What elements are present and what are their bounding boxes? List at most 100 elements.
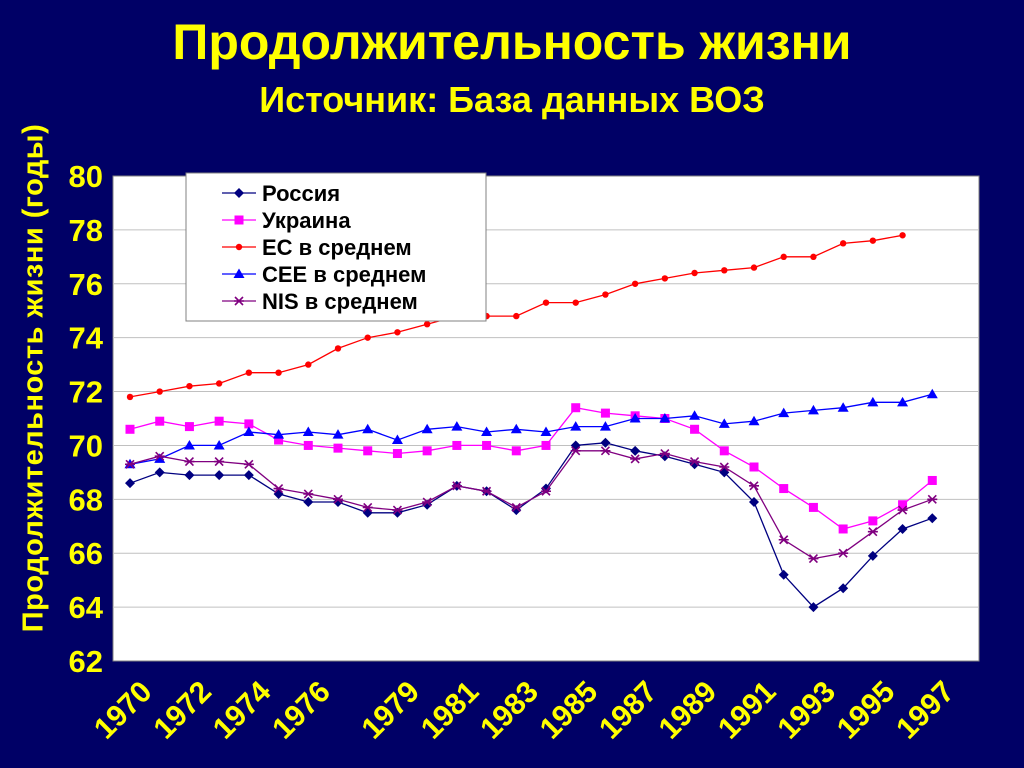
data-point	[243, 426, 255, 436]
data-point	[837, 402, 849, 412]
data-point	[214, 457, 225, 467]
data-point	[629, 413, 641, 423]
data-point	[510, 423, 522, 434]
y-tick-label: 80	[69, 159, 103, 194]
series-triangle	[124, 388, 938, 469]
data-point	[778, 535, 789, 545]
data-point	[689, 457, 700, 467]
data-point	[927, 513, 938, 524]
data-point	[243, 470, 254, 481]
data-point	[184, 470, 195, 481]
data-point	[899, 232, 906, 239]
data-point	[154, 467, 165, 478]
data-point	[927, 475, 937, 485]
series-line	[129, 406, 933, 530]
x-tick-label: 1989	[653, 675, 724, 746]
x-tick-label: 1987	[593, 675, 664, 746]
data-point	[541, 440, 551, 450]
data-point	[718, 418, 730, 428]
data-point	[452, 440, 462, 450]
x-tick-label: 1983	[474, 675, 545, 746]
series-square	[125, 403, 937, 534]
data-point	[273, 429, 285, 439]
data-point	[392, 505, 403, 515]
series-line	[129, 393, 933, 465]
data-point	[364, 334, 371, 341]
y-tick-label: 64	[69, 590, 104, 625]
data-point	[451, 481, 462, 491]
data-point	[630, 454, 641, 464]
y-axis-ticks: 62 64 66 68 70 72 74 76 78 80	[69, 159, 104, 679]
data-point	[898, 500, 908, 510]
y-tick-label: 66	[69, 536, 103, 571]
x-tick-label: 1972	[147, 675, 218, 746]
data-point	[422, 497, 433, 507]
data-point	[749, 462, 759, 472]
y-tick-label: 68	[69, 482, 103, 517]
data-point	[305, 361, 312, 368]
data-point	[750, 264, 758, 271]
data-point	[234, 188, 244, 198]
x-tick-label: 1970	[88, 675, 159, 746]
legend-item: Россия	[222, 181, 340, 206]
data-point	[213, 439, 225, 450]
data-point	[867, 550, 878, 561]
data-point	[838, 583, 849, 594]
x-tick-label: 1981	[415, 675, 486, 746]
data-point	[333, 443, 343, 453]
data-point	[808, 554, 819, 564]
data-point	[363, 446, 373, 456]
data-point	[926, 388, 938, 399]
data-point	[780, 253, 787, 261]
data-point	[155, 416, 165, 426]
data-point	[571, 403, 581, 413]
data-point	[234, 296, 244, 306]
legend-label: Украина	[262, 208, 351, 233]
series-line	[129, 450, 933, 560]
y-tick-label: 72	[69, 375, 103, 410]
data-point	[156, 388, 163, 395]
legend-label: ЕС в среднем	[262, 235, 412, 260]
legend-label: NIS в среднем	[262, 289, 418, 314]
data-point	[422, 446, 432, 456]
data-point	[749, 481, 759, 491]
data-point	[689, 410, 701, 420]
legend-item: CEE в среднем	[222, 262, 426, 287]
data-point	[778, 407, 790, 418]
x-tick-label: 1997	[890, 675, 961, 746]
data-point	[659, 448, 670, 459]
data-point	[125, 424, 135, 434]
data-point	[214, 470, 225, 481]
data-point	[481, 486, 492, 496]
data-point	[867, 527, 878, 537]
data-point	[233, 268, 245, 278]
data-point	[659, 413, 671, 423]
y-tick-label: 76	[69, 267, 103, 302]
data-point	[661, 275, 669, 282]
data-point	[275, 369, 282, 376]
legend-item: Украина	[222, 208, 351, 233]
data-point	[126, 393, 134, 401]
data-point	[600, 408, 610, 418]
data-point	[302, 426, 314, 436]
data-point	[691, 269, 698, 277]
data-point	[362, 502, 373, 512]
data-point	[235, 243, 243, 251]
data-point	[125, 478, 135, 489]
series-star	[125, 446, 938, 564]
legend-label: CEE в среднем	[262, 262, 426, 287]
data-point	[927, 494, 938, 504]
page-title: Продолжительность жизни	[172, 14, 852, 70]
x-tick-label: 1976	[266, 675, 337, 746]
data-point	[868, 516, 878, 526]
y-tick-label: 74	[69, 321, 104, 356]
data-point	[600, 437, 611, 448]
data-point	[184, 457, 195, 467]
data-point	[721, 267, 728, 274]
data-point	[244, 419, 254, 429]
data-point	[570, 446, 581, 456]
data-point	[719, 462, 730, 472]
